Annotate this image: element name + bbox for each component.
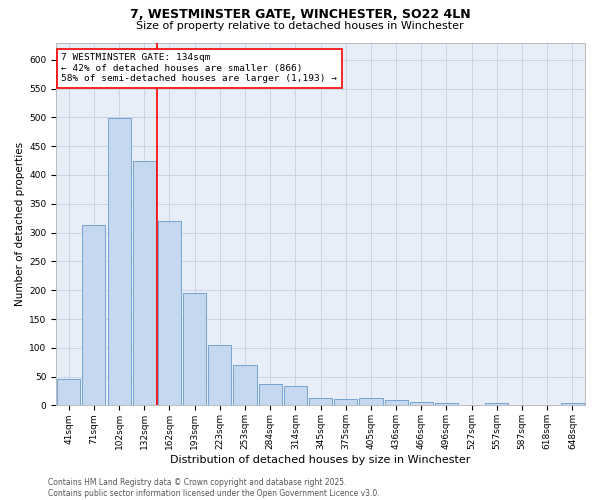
Bar [107,118,131,406]
Bar [82,225,106,406]
Bar [183,293,206,406]
Bar [284,386,307,406]
Bar [158,221,181,406]
Text: 7 WESTMINSTER GATE: 134sqm
← 42% of detached houses are smaller (866)
58% of sem: 7 WESTMINSTER GATE: 134sqm ← 42% of deta… [61,54,337,83]
Bar [57,379,80,406]
Text: Size of property relative to detached houses in Winchester: Size of property relative to detached ho… [136,21,464,31]
Bar [259,384,282,406]
Bar [309,398,332,406]
Bar [385,400,408,406]
Bar [334,398,358,406]
Bar [410,402,433,406]
Bar [359,398,383,406]
Bar [233,365,257,406]
Bar [485,403,508,406]
Bar [208,345,232,406]
Y-axis label: Number of detached properties: Number of detached properties [15,142,25,306]
Bar [435,402,458,406]
Text: Contains HM Land Registry data © Crown copyright and database right 2025.
Contai: Contains HM Land Registry data © Crown c… [48,478,380,498]
X-axis label: Distribution of detached houses by size in Winchester: Distribution of detached houses by size … [170,455,471,465]
Bar [561,403,584,406]
Text: 7, WESTMINSTER GATE, WINCHESTER, SO22 4LN: 7, WESTMINSTER GATE, WINCHESTER, SO22 4L… [130,8,470,20]
Bar [133,161,156,406]
